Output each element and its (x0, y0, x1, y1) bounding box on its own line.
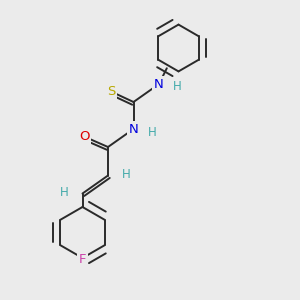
Text: S: S (107, 85, 115, 98)
Text: N: N (129, 122, 138, 136)
Text: H: H (60, 185, 69, 199)
Text: F: F (79, 253, 86, 266)
Text: N: N (154, 77, 164, 91)
Text: O: O (79, 130, 89, 143)
Text: H: H (122, 167, 130, 181)
Text: H: H (172, 80, 182, 94)
Text: H: H (148, 125, 157, 139)
